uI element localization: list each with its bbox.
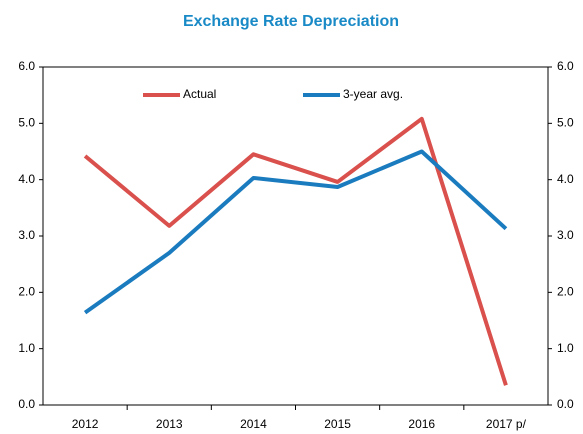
y-tick-label: 5.0 <box>18 116 35 130</box>
x-tick-label: 2014 <box>240 417 267 431</box>
series-line <box>83 149 508 315</box>
y2-tick-label: 0.0 <box>557 397 574 411</box>
y-tick-label: 2.0 <box>18 285 35 299</box>
x-tick-label: 2017 p/ <box>486 417 527 431</box>
x-tick-label: 2013 <box>156 417 183 431</box>
y-tick-label: 1.0 <box>18 341 35 355</box>
y2-tick-label: 2.0 <box>557 285 574 299</box>
y2-tick-label: 4.0 <box>557 172 574 186</box>
plot-frame <box>42 66 549 406</box>
x-tick-label: 2015 <box>324 417 351 431</box>
legend-label: 3-year avg. <box>343 87 403 101</box>
y-tick-label: 4.0 <box>18 172 35 186</box>
y-tick-label: 0.0 <box>18 397 35 411</box>
y2-tick-label: 3.0 <box>557 228 574 242</box>
y-tick-label: 6.0 <box>18 59 35 73</box>
legend-label: Actual <box>183 87 216 101</box>
x-tick-label: 2016 <box>408 417 435 431</box>
y2-tick-label: 5.0 <box>557 116 574 130</box>
chart-title: Exchange Rate Depreciation <box>183 13 399 30</box>
series-line <box>83 116 508 386</box>
y-tick-label: 3.0 <box>18 228 35 242</box>
y2-tick-label: 6.0 <box>557 59 574 73</box>
x-tick-label: 2012 <box>72 417 99 431</box>
y2-tick-label: 1.0 <box>557 341 574 355</box>
